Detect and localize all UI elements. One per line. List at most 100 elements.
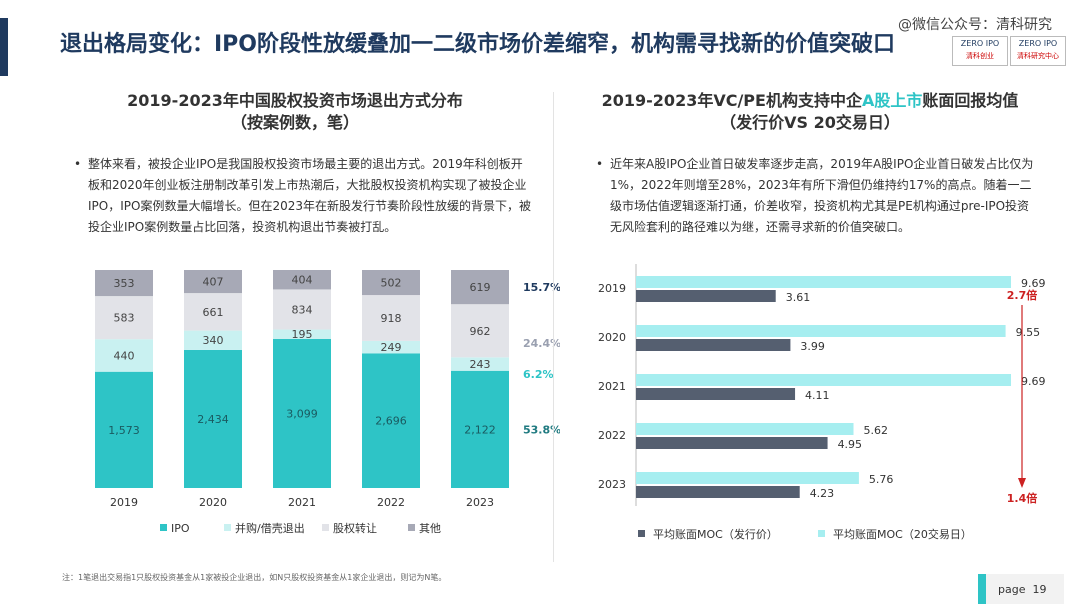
bar-2020-series-1 <box>636 339 791 351</box>
bar-2020-series-0 <box>636 325 1006 337</box>
right-title-line1: 2019-2023年VC/PE机构支持中企A股上市账面回报均值 <box>560 90 1060 112</box>
legend-label: 其他 <box>419 522 441 535</box>
page-number: page 19 <box>998 583 1046 596</box>
bar-2022-series-0 <box>636 423 854 435</box>
change-arrow-head <box>1018 478 1026 488</box>
legend-label: IPO <box>171 522 190 535</box>
bar-2019-series-1 <box>95 339 153 372</box>
y-tick-label: 2021 <box>598 380 626 393</box>
left-title-line2: （按案例数，笔） <box>230 113 359 132</box>
bar-label: 3.99 <box>800 340 825 353</box>
legend-label: 股权转让 <box>333 521 377 535</box>
right-section-title: 2019-2023年VC/PE机构支持中企A股上市账面回报均值 （发行价VS 2… <box>560 90 1060 134</box>
footnote: 注：1笔退出交易指1只股权投资基金从1家被投企业退出，如N只股权投资基金从1家企… <box>62 573 447 582</box>
x-tick-label: 2019 <box>110 496 138 509</box>
legend-swatch <box>408 524 415 531</box>
logo-text: ZERO IPO <box>960 39 1000 48</box>
bar-2023-series-1 <box>636 486 800 498</box>
bar-label: 195 <box>292 328 313 341</box>
bar-label: 9.69 <box>1021 375 1045 388</box>
legend-swatch <box>818 530 825 537</box>
exit-distribution-chart: 1,573 440 583 353 2019 2,434 340 661 407 2020 3,09… <box>95 270 560 535</box>
bar-label: 2,696 <box>375 415 407 428</box>
legend-swatch <box>322 524 329 531</box>
bar-label: 4.23 <box>810 487 835 500</box>
bar-label: 353 <box>114 277 135 290</box>
title-accent-bar <box>0 18 8 76</box>
bar-label: 1,573 <box>108 424 140 437</box>
legend-swatch <box>224 524 231 531</box>
y-tick-label: 2020 <box>598 331 626 344</box>
bar-2023-series-2 <box>451 304 509 358</box>
bar-label: 3.61 <box>786 291 811 304</box>
bar-label: 440 <box>114 349 135 362</box>
x-tick-label: 2023 <box>466 496 494 509</box>
x-tick-label: 2020 <box>199 496 227 509</box>
page-indicator <box>978 574 1064 604</box>
percent-annotation: 15.7% <box>523 281 560 294</box>
bar-2023-series-1 <box>451 357 509 371</box>
page-indicator-accent <box>978 574 986 604</box>
legend-label: 平均账面MOC（发行价） <box>653 527 778 541</box>
bar-2020-series-1 <box>184 330 242 350</box>
bar-2021-series-1 <box>636 388 796 400</box>
bar-label: 5.62 <box>863 424 888 437</box>
bar-label: 5.76 <box>869 473 894 486</box>
logo-zero2ipo-research: ZERO IPO 清科研究中心 <box>1010 36 1066 66</box>
bar-2019-series-0 <box>636 276 1012 288</box>
ratio-annotation-top: 2.7倍 <box>1007 288 1038 302</box>
percent-annotation: 53.8% <box>523 423 560 436</box>
page-number-value: 19 <box>1032 583 1047 596</box>
page-title: 退出格局变化：IPO阶段性放缓叠加一二级市场价差缩窄，机构需寻找新的价值突破口 <box>60 32 896 57</box>
bar-label: 3,099 <box>286 407 318 420</box>
right-title-part1: 2019-2023年VC/PE机构支持中企 <box>601 91 862 110</box>
bar-2022-series-3 <box>362 270 420 296</box>
bar-label: 9.69 <box>1021 277 1045 290</box>
bar-2022-series-2 <box>362 295 420 341</box>
y-tick-label: 2023 <box>598 478 626 491</box>
bar-2021-series-0 <box>273 338 331 488</box>
bar-label: 249 <box>381 341 402 354</box>
right-bullet-text: 近年来A股IPO企业首日破发率逐步走高，2019年A股IPO企业首日破发占比仅为… <box>596 154 1034 238</box>
bar-label: 4.95 <box>838 438 863 451</box>
watermark: @微信公众号：清科研究 <box>898 17 1052 33</box>
bar-label: 2,434 <box>197 413 229 426</box>
bar-label: 661 <box>203 306 224 319</box>
bar-2023-series-0 <box>636 472 859 484</box>
right-title-highlight: A股上市 <box>861 91 923 110</box>
bar-2019-series-3 <box>95 270 153 297</box>
bar-label: 619 <box>470 281 491 294</box>
bar-label: 407 <box>203 276 224 289</box>
logo-zero2ipo: ZERO IPO 清科创业 <box>952 36 1008 66</box>
x-tick-label: 2021 <box>288 496 316 509</box>
bar-label: 404 <box>292 274 313 287</box>
x-tick-label: 2022 <box>377 496 405 509</box>
bar-2021-series-2 <box>273 289 331 330</box>
legend-swatch <box>160 524 167 531</box>
bar-2021-series-0 <box>636 374 1012 386</box>
bar-label: 9.55 <box>1016 326 1041 339</box>
legend-label: 并购/借壳退出 <box>235 521 305 535</box>
bar-label: 2,122 <box>464 423 496 436</box>
bar-2020-series-0 <box>184 349 242 488</box>
percent-annotation: 24.4% <box>523 337 560 350</box>
bar-label: 502 <box>381 277 402 290</box>
bar-2022-series-1 <box>636 437 828 449</box>
bar-2021-series-3 <box>273 270 331 290</box>
bar-label: 243 <box>470 358 491 371</box>
bar-2019-series-1 <box>636 290 776 302</box>
bar-2023-series-3 <box>451 270 509 305</box>
percent-annotation: 6.2% <box>523 368 554 381</box>
left-section-title: 2019-2023年中国股权投资市场退出方式分布 （按案例数，笔） <box>60 90 530 134</box>
legend-swatch <box>638 530 645 537</box>
bar-label: 583 <box>114 312 135 325</box>
bar-2022-series-1 <box>362 340 420 354</box>
legend-label: 平均账面MOC（20交易日） <box>833 527 972 541</box>
ratio-annotation-bottom: 1.4倍 <box>1007 491 1038 505</box>
right-title-part3: 账面回报均值 <box>922 91 1019 110</box>
moc-return-chart: 9.69 3.61 2019 9.55 3.99 2020 9.69 4.11 2021 5.62… <box>598 264 1046 541</box>
bar-label: 4.11 <box>805 389 830 402</box>
logo-text: ZERO IPO <box>1018 39 1058 48</box>
y-tick-label: 2019 <box>598 282 626 295</box>
logo-subtext: 清科研究中心 <box>1017 52 1059 60</box>
